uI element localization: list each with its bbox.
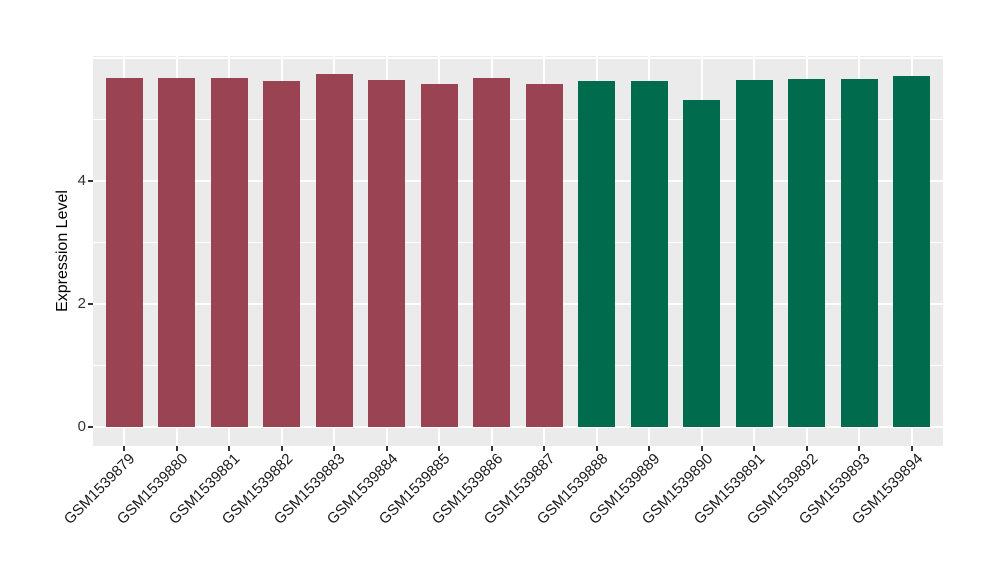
x-tick-mark	[700, 446, 703, 451]
bar-GSM1539879	[105, 78, 143, 427]
x-tick-mark	[490, 446, 493, 451]
gridline-minor-h	[93, 242, 943, 243]
x-tick-mark	[805, 446, 808, 451]
y-tick-mark	[88, 426, 93, 428]
x-tick-mark	[385, 446, 388, 451]
bar-GSM1539881	[210, 78, 248, 427]
bar-GSM1539890	[683, 100, 721, 427]
bar-GSM1539892	[788, 78, 826, 427]
bar-GSM1539883	[315, 73, 353, 427]
x-tick-mark	[595, 446, 598, 451]
y-tick-mark	[88, 303, 93, 305]
y-axis-title: Expression Level	[54, 190, 71, 312]
y-tick-label: 4	[77, 172, 86, 189]
gridline-major-h	[93, 303, 943, 305]
x-tick-mark	[543, 446, 546, 451]
bar-GSM1539891	[735, 79, 773, 427]
gridline-major-h	[93, 426, 943, 428]
gridline-minor-h	[93, 119, 943, 120]
gridline-minor-h	[93, 365, 943, 366]
bar-GSM1539882	[263, 80, 301, 427]
x-tick-mark	[280, 446, 283, 451]
bar-GSM1539889	[630, 81, 668, 427]
x-tick-mark	[858, 446, 861, 451]
bar-GSM1539885	[420, 83, 458, 427]
bar-GSM1539887	[525, 83, 563, 427]
x-tick-mark	[228, 446, 231, 451]
plot-panel	[93, 56, 943, 446]
y-tick-label: 0	[77, 418, 86, 435]
x-tick-mark	[123, 446, 126, 451]
bar-GSM1539893	[840, 78, 878, 427]
x-tick-mark	[333, 446, 336, 451]
bar-GSM1539888	[578, 81, 616, 427]
bar-GSM1539894	[893, 75, 931, 427]
x-tick-mark	[175, 446, 178, 451]
x-tick-mark	[910, 446, 913, 451]
x-tick-mark	[648, 446, 651, 451]
gridline-major-h	[93, 57, 943, 59]
x-tick-mark	[438, 446, 441, 451]
bar-GSM1539880	[158, 77, 196, 427]
gridline-major-h	[93, 180, 943, 182]
y-tick-label: 2	[77, 295, 86, 312]
y-tick-mark	[88, 180, 93, 182]
x-tick-mark	[753, 446, 756, 451]
bar-GSM1539886	[473, 78, 511, 427]
bar-GSM1539884	[368, 79, 406, 427]
